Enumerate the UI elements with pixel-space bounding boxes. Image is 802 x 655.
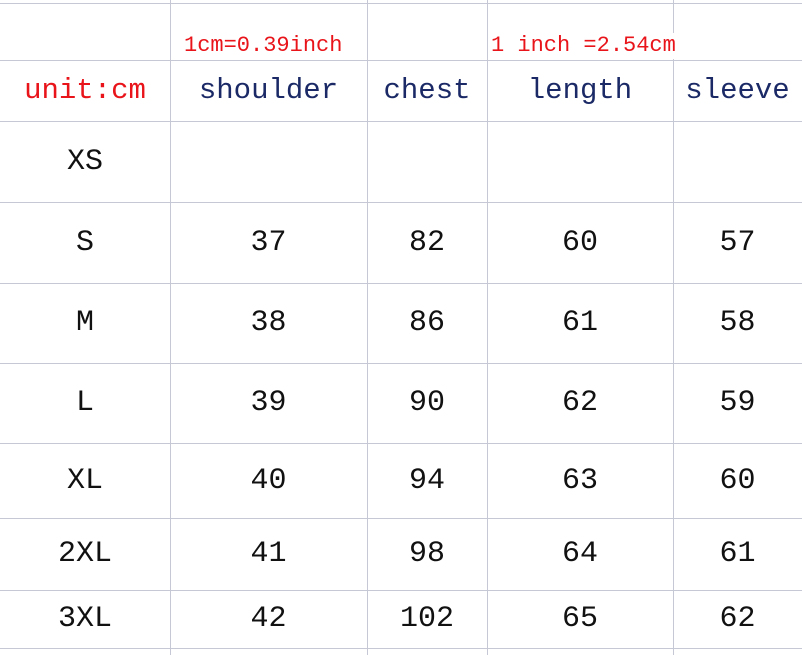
grid-column-line (170, 0, 171, 655)
measurement-cell: 38 (250, 306, 287, 340)
measurement-cell: 63 (561, 463, 598, 498)
measurement-cell: 61 (561, 306, 598, 340)
size-label: L (75, 386, 94, 420)
grid-row-line (0, 648, 802, 649)
measurement-cell: 58 (719, 306, 756, 340)
measurement-cell (170, 121, 367, 202)
measurement-cell: 40 (250, 463, 287, 498)
grid-row-line (0, 60, 802, 61)
grid-row-line (0, 590, 802, 591)
grid-row-line (0, 3, 802, 4)
size-label: S (75, 225, 94, 260)
size-label: 3XL (57, 602, 112, 636)
grid-row-line (0, 283, 802, 284)
grid-row-line (0, 518, 802, 519)
grid-row-line (0, 443, 802, 444)
measurement-cell: 102 (399, 602, 454, 636)
size-label: 2XL (57, 537, 112, 571)
grid-row-line (0, 121, 802, 122)
measurement-cell: 60 (561, 225, 598, 260)
inch-to-cm-note: 1 inch =2.54cm (489, 33, 678, 59)
measurement-cell (367, 121, 487, 202)
measurement-cell: 94 (408, 463, 445, 498)
size-label: XS (66, 144, 103, 179)
measurement-cell: 61 (719, 537, 756, 571)
grid-row-line (0, 202, 802, 203)
column-header-chest: chest (383, 74, 471, 107)
measurement-cell: 41 (250, 537, 287, 571)
grid-row-line (0, 363, 802, 364)
unit-label: unit:cm (24, 74, 146, 107)
measurement-cell: 82 (408, 225, 445, 260)
measurement-cell: 86 (408, 306, 445, 340)
measurement-cell: 42 (250, 602, 287, 636)
measurement-cell: 57 (719, 225, 756, 260)
measurement-cell: 90 (408, 386, 445, 420)
grid-column-line (487, 0, 488, 655)
size-label: M (75, 306, 94, 340)
column-header-sleeve: sleeve (685, 74, 790, 107)
measurement-cell: 59 (719, 386, 756, 420)
measurement-cell: 62 (719, 602, 756, 636)
measurement-cell: 64 (561, 537, 598, 571)
grid-column-line (367, 0, 368, 655)
measurement-cell: 60 (719, 463, 756, 498)
measurement-cell: 39 (250, 386, 287, 420)
cm-to-inch-note: 1cm=0.39inch (182, 33, 345, 59)
measurement-cell (487, 121, 673, 202)
size-label: XL (66, 463, 103, 498)
column-header-shoulder: shoulder (198, 74, 339, 107)
measurement-cell: 62 (561, 386, 598, 420)
measurement-cell (673, 121, 802, 202)
measurement-cell: 98 (408, 537, 445, 571)
measurement-cell: 37 (250, 225, 287, 260)
grid-column-line (673, 0, 674, 655)
measurement-cell: 65 (561, 602, 598, 636)
column-header-length: length (527, 74, 633, 107)
